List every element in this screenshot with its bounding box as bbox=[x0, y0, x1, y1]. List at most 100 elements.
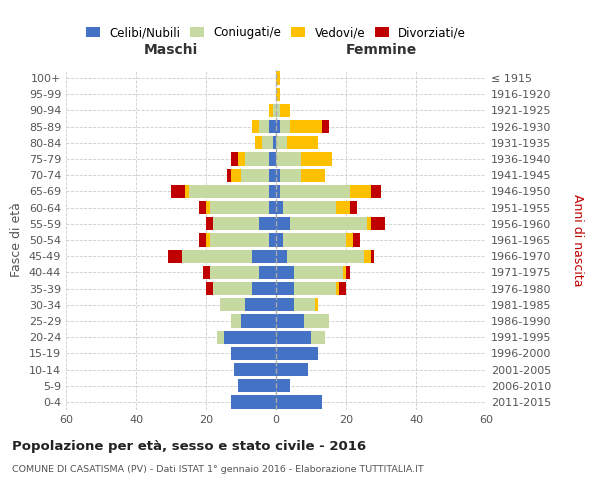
Bar bbox=[276, 346, 318, 360]
Bar bbox=[167, 250, 182, 263]
Bar bbox=[301, 152, 332, 166]
Bar bbox=[283, 201, 335, 214]
Bar bbox=[230, 346, 276, 360]
Bar bbox=[259, 217, 276, 230]
Bar bbox=[255, 136, 262, 149]
Bar bbox=[276, 330, 311, 344]
Bar bbox=[343, 266, 346, 279]
Bar bbox=[227, 168, 230, 182]
Bar bbox=[276, 185, 280, 198]
Bar bbox=[272, 104, 276, 117]
Bar bbox=[304, 314, 329, 328]
Bar bbox=[234, 363, 276, 376]
Bar bbox=[335, 201, 349, 214]
Bar bbox=[209, 266, 259, 279]
Bar bbox=[287, 250, 364, 263]
Bar bbox=[199, 234, 206, 246]
Bar bbox=[245, 298, 276, 312]
Text: Femmine: Femmine bbox=[346, 43, 416, 57]
Bar bbox=[206, 234, 209, 246]
Bar bbox=[276, 201, 283, 214]
Bar bbox=[280, 185, 349, 198]
Bar bbox=[269, 152, 276, 166]
Bar bbox=[241, 314, 276, 328]
Bar bbox=[276, 379, 290, 392]
Bar bbox=[339, 282, 346, 295]
Bar bbox=[276, 396, 322, 408]
Bar bbox=[290, 217, 367, 230]
Bar bbox=[230, 314, 241, 328]
Bar bbox=[269, 201, 276, 214]
Bar bbox=[209, 234, 269, 246]
Bar bbox=[276, 363, 308, 376]
Bar bbox=[269, 185, 276, 198]
Bar bbox=[276, 234, 283, 246]
Bar bbox=[346, 266, 349, 279]
Bar bbox=[230, 396, 276, 408]
Bar bbox=[206, 201, 209, 214]
Text: Popolazione per età, sesso e stato civile - 2016: Popolazione per età, sesso e stato civil… bbox=[12, 440, 366, 453]
Bar bbox=[251, 120, 259, 134]
Bar bbox=[259, 120, 269, 134]
Bar bbox=[217, 330, 223, 344]
Bar bbox=[251, 250, 276, 263]
Bar bbox=[230, 168, 241, 182]
Bar bbox=[276, 217, 290, 230]
Bar bbox=[322, 120, 329, 134]
Bar bbox=[213, 217, 259, 230]
Bar bbox=[349, 185, 371, 198]
Bar bbox=[276, 104, 280, 117]
Bar bbox=[276, 314, 304, 328]
Bar bbox=[238, 152, 245, 166]
Bar bbox=[301, 168, 325, 182]
Bar bbox=[259, 266, 276, 279]
Bar bbox=[276, 88, 280, 101]
Bar bbox=[230, 152, 238, 166]
Bar bbox=[213, 282, 251, 295]
Bar bbox=[353, 234, 360, 246]
Legend: Celibi/Nubili, Coniugati/e, Vedovi/e, Divorziati/e: Celibi/Nubili, Coniugati/e, Vedovi/e, Di… bbox=[81, 22, 471, 44]
Bar bbox=[269, 168, 276, 182]
Bar bbox=[238, 379, 276, 392]
Bar bbox=[272, 136, 276, 149]
Bar bbox=[220, 298, 245, 312]
Bar bbox=[223, 330, 276, 344]
Bar bbox=[171, 185, 185, 198]
Bar bbox=[206, 282, 213, 295]
Bar bbox=[188, 185, 269, 198]
Bar bbox=[182, 250, 251, 263]
Bar bbox=[251, 282, 276, 295]
Bar bbox=[283, 234, 346, 246]
Bar bbox=[367, 217, 371, 230]
Bar bbox=[276, 298, 293, 312]
Bar bbox=[185, 185, 188, 198]
Bar bbox=[346, 234, 353, 246]
Bar bbox=[276, 72, 280, 85]
Bar bbox=[280, 168, 301, 182]
Bar bbox=[269, 120, 276, 134]
Bar bbox=[276, 136, 287, 149]
Bar bbox=[293, 298, 314, 312]
Bar bbox=[276, 168, 280, 182]
Bar bbox=[203, 266, 209, 279]
Bar bbox=[269, 234, 276, 246]
Bar bbox=[311, 330, 325, 344]
Bar bbox=[241, 168, 269, 182]
Bar bbox=[276, 282, 293, 295]
Bar bbox=[335, 282, 339, 295]
Bar bbox=[276, 152, 301, 166]
Bar bbox=[371, 185, 381, 198]
Bar bbox=[314, 298, 318, 312]
Bar bbox=[209, 201, 269, 214]
Bar bbox=[206, 217, 213, 230]
Bar bbox=[269, 104, 272, 117]
Bar bbox=[262, 136, 272, 149]
Bar bbox=[280, 104, 290, 117]
Bar bbox=[280, 120, 290, 134]
Bar bbox=[371, 250, 374, 263]
Bar bbox=[371, 217, 385, 230]
Bar bbox=[349, 201, 356, 214]
Bar bbox=[290, 120, 322, 134]
Bar bbox=[293, 282, 335, 295]
Text: Maschi: Maschi bbox=[144, 43, 198, 57]
